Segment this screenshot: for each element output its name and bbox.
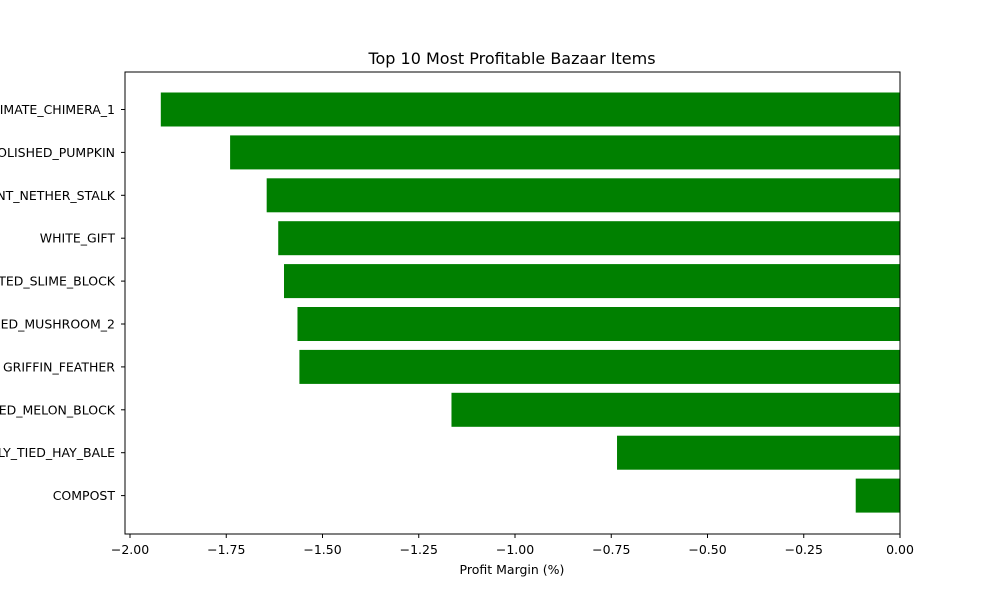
x-tick-labels: −2.00 −1.75 −1.50 −1.25 −1.00 −0.75 −0.50 −0.25… [111,542,914,557]
x-tick-label: −1.25 [400,542,438,557]
bar-white-gift [278,221,901,256]
y-tick-label: ENCHANTED_MELON_BLOCK [0,402,116,417]
y-tick-label: MUTANT_NETHER_STALK [0,188,116,203]
x-axis-label: Profit Margin (%) [460,562,565,577]
x-tick-label: −0.25 [785,542,823,557]
y-tick-label: ENCHANTED_SLIME_BLOCK [0,274,116,289]
chart-title: Top 10 Most Profitable Bazaar Items [367,49,655,68]
bar-enchanted-red-mushroom-2 [297,307,901,341]
bar-compost [855,478,900,513]
bar-enchanted-melon-block [451,392,900,427]
bars-group [160,92,901,513]
y-tick-label: GRIFFIN_FEATHER [3,359,115,374]
y-tick-label: COMPOST [53,488,116,503]
y-tick-label: ULTIMATE_CHIMERA_1 [0,102,115,117]
y-tick-label: WHITE_GIFT [40,231,116,246]
x-tick-label: −1.00 [496,542,534,557]
y-tick-label: ENCHANTED_RED_MUSHROOM_2 [0,317,115,332]
x-tick-label: −0.50 [688,542,726,557]
bar-tightly-tied-hay-bale [617,435,900,470]
x-tick-label: −0.75 [592,542,630,557]
bar-griffin-feather [299,349,900,384]
x-tick-label: 0.00 [886,542,914,557]
plot-frame [124,71,901,535]
y-tick-label: TIGHTLY_TIED_HAY_BALE [0,445,115,460]
x-tick-label: −1.50 [303,542,341,557]
x-tick-label: −1.75 [207,542,245,557]
bar-enchanted-slime-block [284,264,900,299]
bar-ultimate-chimera-1 [160,92,901,127]
x-tick-label: −2.00 [111,542,149,557]
axis-ticks [121,109,901,538]
y-tick-label: POLISHED_PUMPKIN [0,145,115,160]
bar-polished-pumpkin [230,135,901,170]
y-tick-labels: ULTIMATE_CHIMERA_1 POLISHED_PUMPKIN MUTANT… [0,102,116,503]
bar-mutant-nether-stalk [266,178,900,213]
